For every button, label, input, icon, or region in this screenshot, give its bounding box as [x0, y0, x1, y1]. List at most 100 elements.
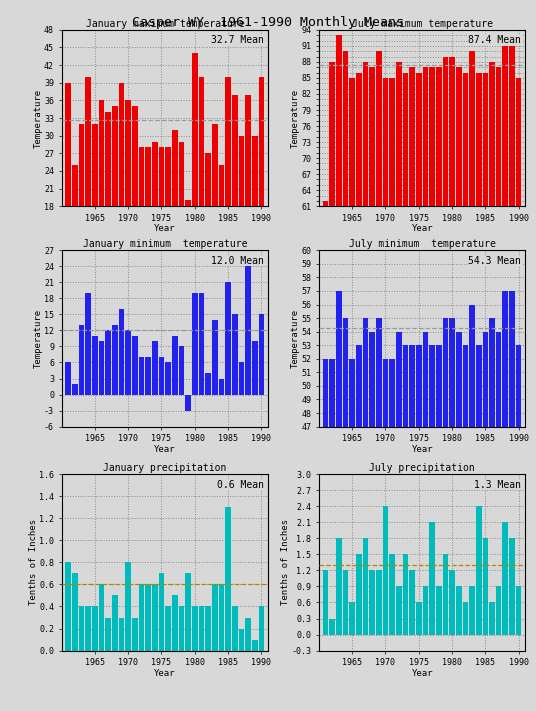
Bar [410, 346, 415, 711]
Bar [463, 602, 468, 634]
Bar [145, 584, 151, 651]
Bar [112, 325, 118, 395]
Bar [416, 602, 422, 634]
Text: 54.3 Mean: 54.3 Mean [468, 255, 521, 266]
Bar [369, 331, 375, 711]
Bar [99, 584, 105, 651]
Bar [336, 538, 342, 634]
Bar [429, 68, 435, 532]
Bar [252, 136, 257, 312]
Bar [383, 78, 388, 532]
Bar [463, 73, 468, 532]
Bar [356, 346, 362, 711]
Bar [199, 77, 204, 312]
Bar [429, 346, 435, 711]
Bar [422, 331, 428, 711]
Bar [85, 77, 91, 312]
Bar [363, 318, 368, 711]
Y-axis label: Tenths of Inches: Tenths of Inches [281, 520, 290, 605]
Bar [489, 318, 495, 711]
Bar [152, 141, 158, 312]
Bar [489, 62, 495, 532]
X-axis label: Year: Year [154, 668, 176, 678]
Bar [92, 124, 98, 312]
X-axis label: Year: Year [154, 444, 176, 454]
Bar [225, 282, 231, 395]
Bar [252, 341, 257, 395]
Bar [132, 617, 138, 651]
Bar [489, 602, 495, 634]
Bar [152, 341, 158, 395]
X-axis label: Year: Year [154, 224, 176, 233]
Bar [192, 53, 198, 312]
Bar [449, 57, 455, 532]
Bar [178, 606, 184, 651]
Bar [349, 359, 355, 711]
Bar [106, 617, 111, 651]
X-axis label: Year: Year [411, 668, 433, 678]
Bar [99, 341, 105, 395]
Bar [258, 606, 264, 651]
Y-axis label: Temperature: Temperature [34, 309, 43, 368]
Bar [469, 51, 475, 532]
Bar [482, 73, 488, 532]
Bar [92, 336, 98, 395]
Bar [132, 336, 138, 395]
Bar [145, 147, 151, 312]
Bar [516, 346, 522, 711]
Bar [219, 584, 224, 651]
Bar [469, 587, 475, 634]
Bar [349, 602, 355, 634]
Bar [125, 562, 131, 651]
Bar [369, 570, 375, 634]
Bar [139, 584, 144, 651]
Bar [165, 606, 171, 651]
Bar [118, 309, 124, 395]
Text: 0.6 Mean: 0.6 Mean [217, 479, 264, 490]
Bar [118, 82, 124, 312]
Bar [79, 124, 85, 312]
Bar [330, 619, 335, 634]
Bar [509, 46, 515, 532]
Bar [258, 314, 264, 395]
Bar [92, 606, 98, 651]
Bar [165, 147, 171, 312]
Bar [205, 154, 211, 312]
Bar [449, 570, 455, 634]
Bar [509, 538, 515, 634]
Bar [396, 587, 401, 634]
Bar [502, 291, 508, 711]
Bar [416, 73, 422, 532]
Bar [410, 68, 415, 532]
Bar [436, 587, 442, 634]
Bar [436, 68, 442, 532]
Bar [376, 318, 382, 711]
Bar [79, 325, 85, 395]
Bar [509, 291, 515, 711]
Y-axis label: Temperature: Temperature [34, 88, 43, 148]
Bar [245, 261, 251, 395]
Bar [192, 293, 198, 395]
Bar [205, 373, 211, 395]
Y-axis label: Temperature: Temperature [291, 309, 300, 368]
Bar [212, 584, 218, 651]
X-axis label: Year: Year [411, 224, 433, 233]
Bar [125, 100, 131, 312]
Bar [456, 331, 461, 711]
Bar [219, 378, 224, 395]
Bar [502, 46, 508, 532]
Bar [232, 314, 237, 395]
Bar [225, 77, 231, 312]
Bar [389, 555, 395, 634]
Title: July precipitation: July precipitation [369, 464, 475, 474]
Bar [239, 363, 244, 395]
Bar [112, 596, 118, 651]
Bar [389, 359, 395, 711]
Bar [323, 201, 329, 532]
Bar [403, 555, 408, 634]
Bar [65, 562, 71, 651]
Y-axis label: Tenths of Inches: Tenths of Inches [28, 520, 38, 605]
Bar [152, 584, 158, 651]
Bar [145, 357, 151, 395]
Bar [363, 62, 368, 532]
